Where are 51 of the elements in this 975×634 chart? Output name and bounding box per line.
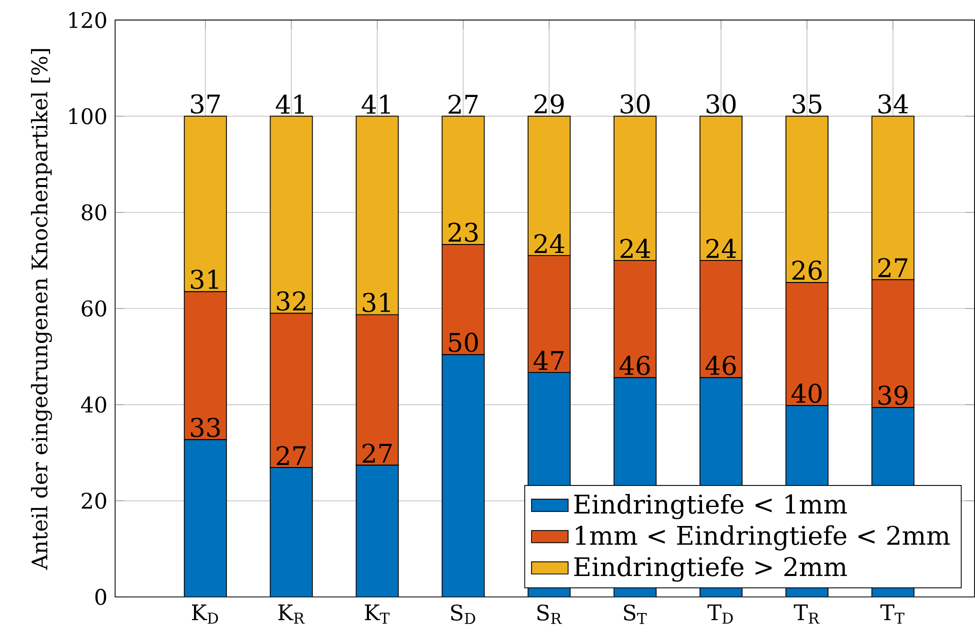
y-tick-label: 80 [82, 204, 106, 220]
x-tick-label: S$_{D}$ [451, 604, 476, 624]
x-tick-label: T$_{D}$ [708, 604, 733, 624]
legend-label: Eindringtiefe < 1mm [574, 494, 847, 520]
data-label: 27 [362, 444, 392, 463]
legend-label: 1mm < Eindringtiefe < 2mm [576, 525, 950, 550]
x-tick-label: S$_{T}$ [624, 604, 647, 624]
bar [442, 354, 485, 597]
x-tick-label: K$_{T}$ [364, 604, 390, 624]
data-label: 30 [706, 94, 736, 114]
x-tick-label: K$_{R}$ [278, 604, 305, 624]
y-tick-label: 60 [82, 300, 106, 317]
data-label: 24 [620, 238, 650, 258]
data-label: 26 [792, 260, 822, 280]
data-label: 27 [448, 94, 478, 114]
data-label: 31 [362, 292, 390, 312]
bar [356, 464, 399, 597]
x-tick-label: S$_{R}$ [537, 604, 562, 624]
y-tick-label: 120 [69, 12, 106, 28]
data-label: 27 [276, 446, 306, 466]
data-label: 32 [276, 291, 306, 311]
bar [270, 467, 313, 597]
data-label: 35 [792, 94, 822, 114]
y-tick-label: 40 [81, 396, 106, 413]
data-label: 40 [791, 384, 822, 404]
legend-label: Eindringtiefe > 2mm [574, 556, 847, 582]
data-label: 41 [362, 94, 390, 114]
x-tick-label: T$_{R}$ [794, 604, 820, 624]
y-tick-label: 20 [82, 492, 106, 509]
data-label: 24 [706, 238, 736, 258]
data-label: 50 [449, 332, 478, 352]
x-tick-label: T$_{T}$ [880, 604, 904, 624]
data-label: 46 [620, 356, 650, 376]
y-axis-title: Anteil der eingedrungenen Knochenpartikel [%] [30, 49, 52, 570]
data-label: 30 [620, 94, 650, 114]
data-label: 27 [878, 258, 908, 278]
data-label: 47 [534, 350, 564, 370]
y-tick-label: 100 [69, 108, 106, 124]
data-label: 29 [534, 94, 564, 114]
data-label: 37 [190, 94, 220, 114]
data-label: 39 [878, 385, 908, 405]
data-label: 34 [878, 94, 908, 114]
data-label: 23 [448, 222, 478, 242]
bar [184, 439, 227, 597]
data-label: 33 [190, 418, 220, 438]
x-tick-label: K$_{D}$ [192, 604, 218, 624]
data-label: 41 [276, 94, 304, 114]
data-label: 24 [534, 234, 564, 254]
y-tick-label: 0 [95, 588, 106, 605]
data-label: 31 [190, 270, 218, 290]
data-label: 46 [705, 356, 736, 376]
